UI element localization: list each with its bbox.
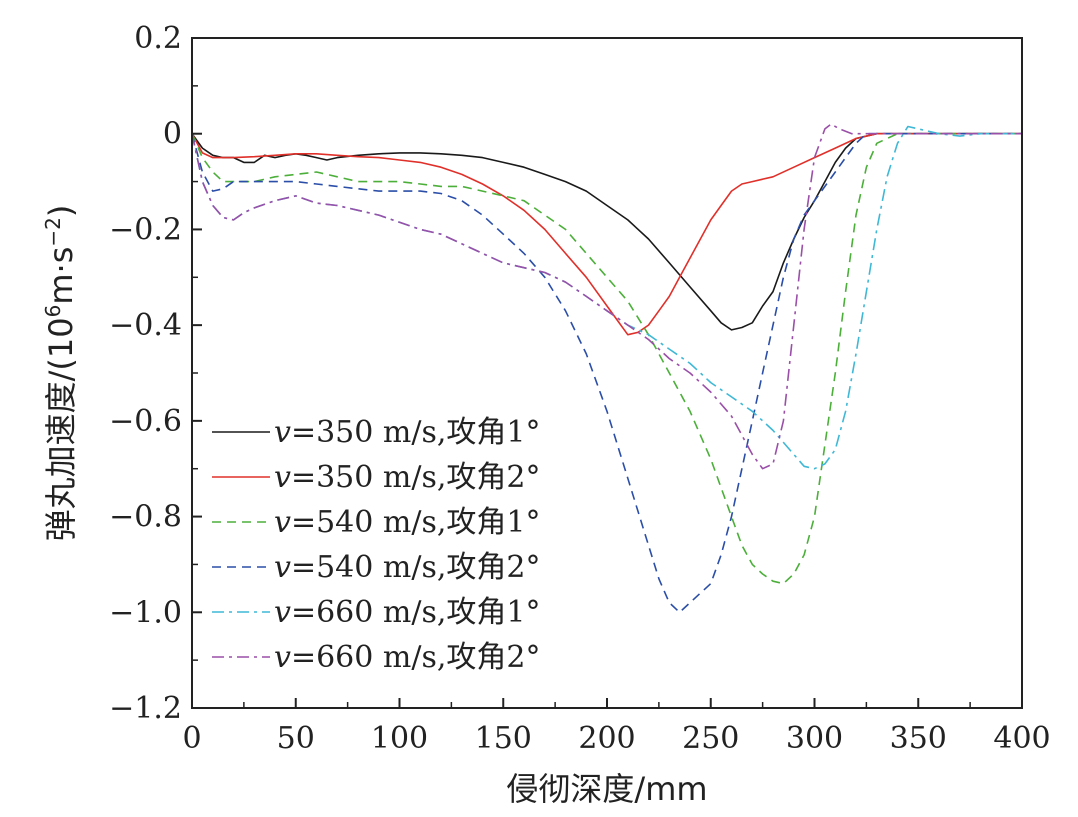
y-tick-label: −0.2 — [109, 212, 182, 247]
y-tick-label: −0.4 — [109, 308, 182, 343]
x-axis-title: 侵彻深度/mm — [506, 770, 707, 808]
legend-rest: =350 m/s,攻角1° — [291, 415, 541, 450]
x-axis-ticks — [191, 698, 1023, 708]
y-tick-label: −0.8 — [109, 500, 182, 535]
legend-var: v — [274, 595, 291, 630]
plot-series — [191, 123, 1022, 614]
y-axis-title-prefix: 弹丸加速度/(10 — [42, 317, 80, 541]
y-axis-title: 弹丸加速度/(106m·s−2) — [41, 205, 80, 542]
series-line-3 — [191, 132, 1022, 585]
y-tick-label: −0.6 — [109, 404, 182, 439]
x-tick-label: 200 — [578, 721, 635, 756]
legend-var: v — [274, 640, 291, 675]
legend-var: v — [274, 460, 291, 495]
legend-label-5: v=660 m/s,攻角1° — [274, 595, 540, 630]
y-axis-title-suffix: ) — [42, 205, 80, 217]
x-tick-label: 350 — [890, 721, 947, 756]
legend-rest: =660 m/s,攻角1° — [291, 595, 541, 630]
series-line-1 — [191, 132, 1022, 331]
legend-rest: =540 m/s,攻角2° — [291, 550, 541, 585]
x-tick-label: 50 — [277, 721, 315, 756]
y-tick-label: −1.2 — [109, 691, 182, 726]
y-axis-title-mid: m·s — [42, 247, 80, 305]
x-tick-label: 250 — [682, 721, 739, 756]
series-line-2 — [191, 132, 1022, 336]
series-line-4 — [191, 132, 1022, 614]
y-tick-label: 0.2 — [134, 21, 182, 56]
legend-var: v — [274, 415, 291, 450]
y-axis-tick-labels: 0.2 0 −0.2 −0.4 −0.6 −0.8 −1.0 −1.2 — [109, 21, 182, 726]
x-tick-label: 0 — [182, 721, 201, 756]
y-axis-title-sup2: −2 — [41, 217, 65, 246]
y-tick-label: −1.0 — [109, 595, 182, 630]
y-tick-label: 0 — [163, 117, 182, 152]
legend-rest: =540 m/s,攻角1° — [291, 505, 541, 540]
legend-var: v — [274, 550, 291, 585]
legend-rest: =350 m/s,攻角2° — [291, 460, 541, 495]
legend-label-3: v=540 m/s,攻角1° — [274, 505, 540, 540]
legend-label-4: v=540 m/s,攻角2° — [274, 550, 540, 585]
x-tick-label: 150 — [475, 721, 532, 756]
x-tick-label: 400 — [993, 721, 1050, 756]
x-axis-tick-labels: 0 50 100 150 200 250 300 350 400 — [182, 721, 1050, 756]
legend-rest: =660 m/s,攻角2° — [291, 640, 541, 675]
y-axis-ticks — [192, 37, 202, 709]
series-line-6 — [191, 123, 1022, 470]
legend-var: v — [274, 505, 291, 540]
legend-label-2: v=350 m/s,攻角2° — [274, 460, 540, 495]
legend: v=350 m/s,攻角1°v=350 m/s,攻角2°v=540 m/s,攻角… — [212, 415, 540, 675]
y-axis-title-sup1: 6 — [41, 305, 65, 318]
x-tick-label: 300 — [786, 721, 843, 756]
legend-label-1: v=350 m/s,攻角1° — [274, 415, 540, 450]
x-tick-label: 100 — [371, 721, 428, 756]
legend-label-6: v=660 m/s,攻角2° — [274, 640, 540, 675]
